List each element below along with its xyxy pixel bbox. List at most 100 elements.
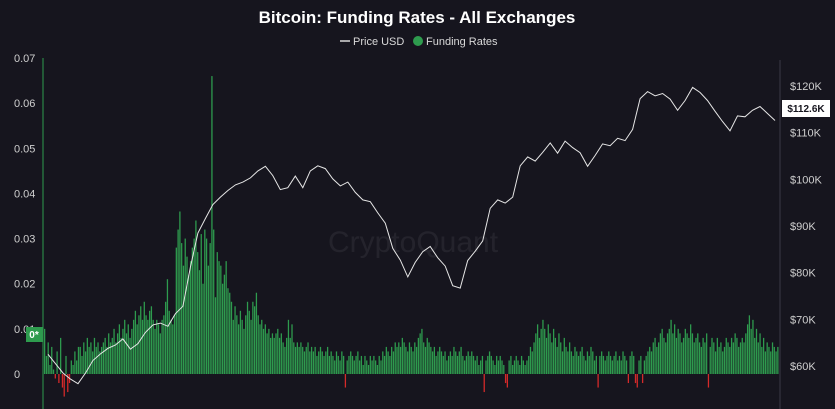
- funding-bar: [125, 333, 128, 374]
- funding-bar: [455, 351, 457, 374]
- funding-bar: [236, 315, 238, 374]
- funding-bar: [405, 346, 407, 374]
- funding-bar: [54, 374, 56, 379]
- funding-bar: [693, 342, 695, 374]
- funding-bar: [745, 333, 747, 374]
- right-tick-label: $120K: [790, 81, 822, 93]
- funding-bar: [321, 351, 323, 374]
- funding-bar: [567, 351, 569, 374]
- funding-bar: [451, 355, 453, 374]
- funding-bar: [549, 333, 551, 374]
- funding-bar: [453, 346, 455, 374]
- right-tick-label: $60K: [790, 361, 816, 373]
- funding-bar: [512, 364, 514, 374]
- funding-bar: [426, 337, 428, 374]
- funding-bar: [446, 360, 448, 374]
- funding-bar: [326, 346, 329, 374]
- funding-bar: [707, 374, 710, 388]
- funding-bar: [561, 351, 564, 374]
- funding-bar: [750, 328, 752, 374]
- funding-bar: [519, 364, 521, 374]
- funding-bar: [620, 360, 622, 374]
- funding-bar: [586, 351, 589, 374]
- funding-bar: [469, 355, 471, 374]
- funding-bar: [771, 342, 774, 374]
- funding-bar: [355, 355, 357, 374]
- funding-bar: [670, 319, 672, 374]
- funding-bar: [339, 360, 341, 374]
- funding-bar: [732, 342, 735, 374]
- funding-bar: [544, 328, 546, 374]
- funding-bar: [624, 355, 626, 374]
- funding-bar: [181, 243, 183, 374]
- funding-bar: [157, 324, 160, 374]
- funding-bar: [752, 319, 754, 374]
- funding-bar: [367, 364, 370, 374]
- funding-bar: [460, 346, 462, 374]
- funding-bar: [49, 364, 51, 374]
- funding-bar: [442, 355, 444, 374]
- funding-bar: [688, 337, 690, 374]
- funding-bar: [273, 337, 275, 374]
- funding-bar: [97, 342, 99, 374]
- funding-bar: [111, 337, 113, 374]
- funding-bar: [529, 346, 532, 374]
- funding-bar: [127, 324, 129, 374]
- funding-bar: [399, 346, 402, 374]
- funding-bar: [625, 360, 628, 374]
- funding-bar: [439, 346, 441, 374]
- funding-bar: [517, 360, 519, 374]
- funding-bar: [656, 346, 658, 374]
- legend: Price USD Funding Rates: [340, 36, 498, 48]
- funding-bar: [734, 333, 736, 374]
- funding-bar: [280, 333, 282, 374]
- funding-bar: [83, 342, 85, 374]
- funding-bar: [433, 346, 436, 374]
- funding-bar: [332, 355, 334, 374]
- funding-bar: [232, 319, 234, 374]
- funding-bar: [84, 351, 87, 374]
- funding-bar: [622, 351, 624, 374]
- funding-bar: [239, 310, 242, 374]
- funding-bar: [520, 355, 523, 374]
- funding-bar: [504, 374, 507, 384]
- funding-bar: [380, 360, 382, 374]
- funding-bar: [385, 346, 387, 374]
- funding-bar: [729, 346, 731, 374]
- funding-bar: [254, 306, 256, 374]
- legend-funding-label: Funding Rates: [426, 36, 498, 48]
- funding-bar: [230, 301, 233, 374]
- funding-bar: [654, 337, 656, 374]
- funding-bar: [328, 355, 331, 374]
- funding-bar: [207, 265, 210, 374]
- funding-bar: [118, 324, 121, 374]
- funding-bar: [480, 360, 482, 374]
- funding-bar: [730, 337, 733, 374]
- funding-bar: [773, 346, 775, 374]
- funding-bar: [739, 342, 742, 374]
- funding-bar: [250, 319, 252, 374]
- funding-bar: [579, 351, 581, 374]
- funding-bar: [545, 337, 548, 374]
- funding-bar: [88, 346, 90, 374]
- funding-bar: [56, 351, 58, 374]
- funding-bar: [540, 328, 542, 374]
- funding-bar: [415, 346, 418, 374]
- funding-bar: [245, 315, 247, 374]
- funding-bar: [766, 342, 768, 374]
- funding-bar: [465, 355, 468, 374]
- funding-bar: [597, 374, 599, 388]
- funding-bar: [533, 342, 535, 374]
- funding-bar: [487, 355, 489, 374]
- funding-bar: [483, 374, 485, 393]
- funding-bar: [221, 283, 224, 374]
- funding-bar: [515, 355, 517, 374]
- funding-bar: [695, 337, 697, 374]
- funding-bar: [421, 328, 423, 374]
- funding-bar: [423, 342, 425, 374]
- funding-bar: [471, 351, 473, 374]
- funding-bar: [197, 252, 199, 374]
- funding-bar: [698, 342, 701, 374]
- funding-bar: [145, 315, 147, 374]
- funding-bar: [407, 351, 409, 374]
